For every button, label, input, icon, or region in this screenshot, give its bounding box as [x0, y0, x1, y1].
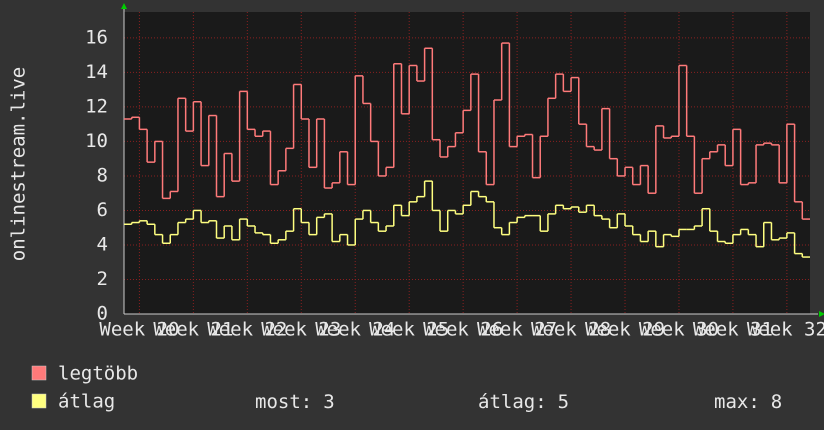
legend-swatch	[31, 393, 47, 409]
axis-arrow	[121, 3, 127, 9]
x-tick-label: Week 32	[747, 319, 824, 341]
stat-value: 3	[323, 391, 334, 413]
legend-label: legtöbb	[58, 363, 138, 385]
x-tick-label: Week 27	[477, 319, 557, 341]
x-tick-label: Week 25	[369, 319, 449, 341]
y-axis-label: onlinestream.live	[8, 67, 30, 261]
stat-label: max:	[714, 391, 760, 413]
y-tick-label: 6	[97, 199, 108, 221]
legend-label: átlag	[58, 391, 115, 413]
stat: most: 3	[255, 391, 335, 413]
stat: átlag: 5	[478, 391, 569, 413]
plot-area	[124, 12, 810, 314]
step-connector	[130, 181, 804, 258]
x-tick-label: Week 31	[693, 319, 773, 341]
y-tick-label: 14	[85, 61, 108, 83]
y-tick-label: 12	[85, 95, 108, 117]
axis-arrow	[819, 311, 824, 317]
y-tick-label: 10	[85, 130, 108, 152]
x-tick-label: Week 30	[639, 319, 719, 341]
x-tick-label: Week 21	[153, 319, 233, 341]
stat-value: 8	[771, 391, 782, 413]
x-tick-label: Week 20	[99, 319, 179, 341]
y-tick-label: 8	[97, 164, 108, 186]
stat: max: 8	[714, 391, 782, 413]
y-tick-label: 4	[97, 233, 108, 255]
x-tick-label: Week 24	[315, 319, 395, 341]
x-tick-label: Week 26	[423, 319, 503, 341]
x-tick-label: Week 29	[585, 319, 665, 341]
y-tick-label: 2	[97, 268, 108, 290]
x-tick-label: Week 23	[261, 319, 341, 341]
y-tick-label: 16	[85, 26, 108, 48]
x-tick-label: Week 28	[531, 319, 611, 341]
step-connector	[130, 43, 804, 220]
y-tick-label: 0	[97, 303, 108, 325]
x-tick-label: Week 22	[207, 319, 287, 341]
stat-label: most:	[255, 391, 312, 413]
stat-label: átlag:	[478, 391, 547, 413]
stat-value: 5	[558, 391, 569, 413]
legend-swatch	[31, 365, 47, 381]
